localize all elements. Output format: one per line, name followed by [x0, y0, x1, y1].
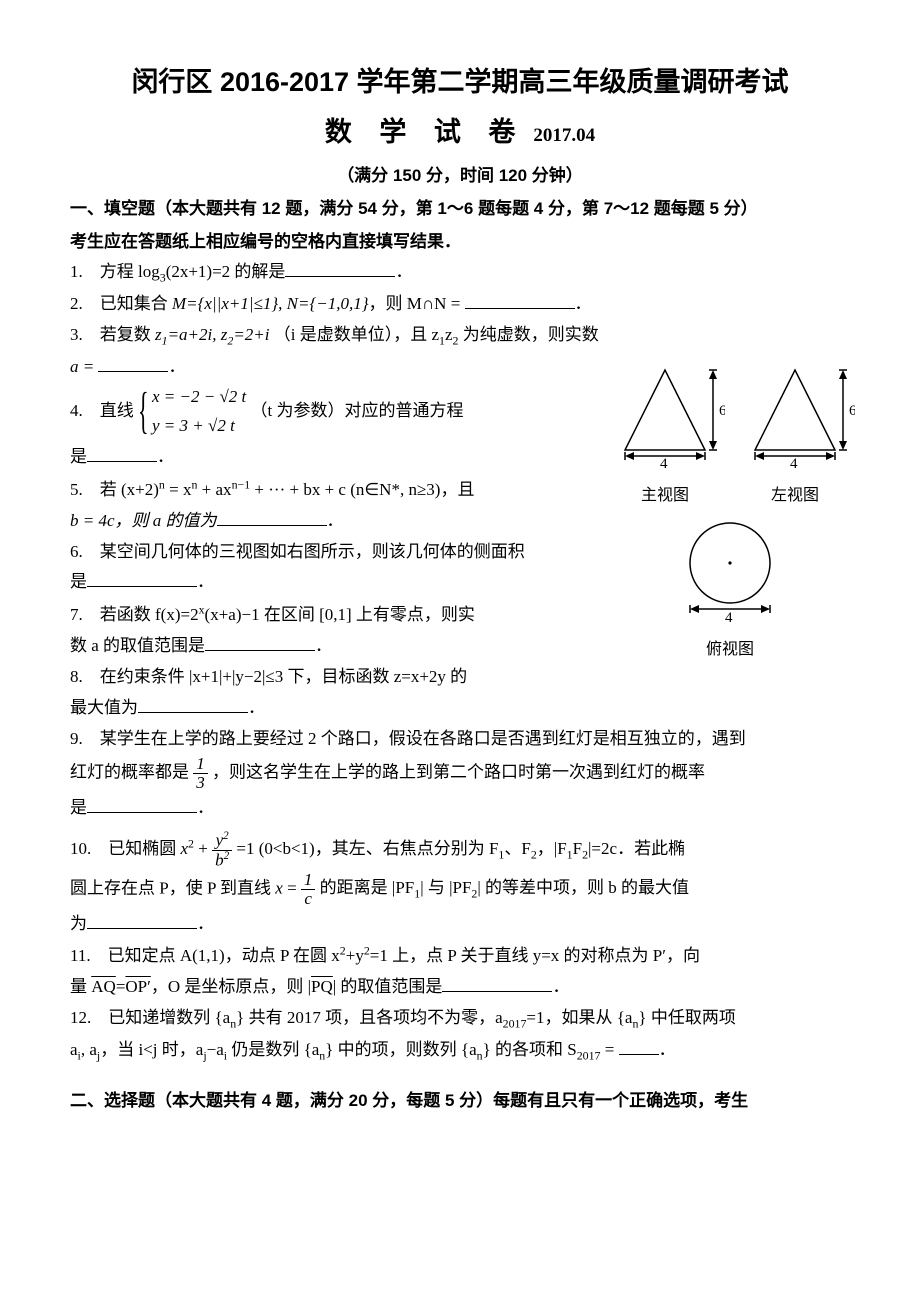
blank — [138, 695, 248, 713]
content-area: 4 6 主视图 4 — [70, 258, 850, 1065]
side-view-label: 左视图 — [735, 482, 855, 509]
q5-cont: b = 4c，则 a 的值为． — [70, 507, 560, 536]
section-1-header-a: 一、填空题（本大题共有 12 题，满分 54 分，第 1～6 题每题 4 分，第… — [70, 195, 850, 224]
q10-cont: 为． — [70, 910, 850, 939]
q5: 5. 若 (x+2)n = xn + axn−1 + ··· + bx + c … — [70, 474, 560, 505]
blank — [87, 444, 157, 462]
section-1-header-b: 考生应在答题纸上相应编号的空格内直接填写结果． — [70, 228, 850, 257]
q4-cont: 是． — [70, 443, 850, 472]
blank — [217, 508, 327, 526]
blank — [98, 354, 168, 372]
q12-cont: ai, aj，当 i<j 时，aj−ai 仍是数列 {an} 中的项，则数列 {… — [70, 1036, 850, 1066]
blank — [619, 1037, 659, 1055]
exam-meta: （满分 150 分，时间 120 分钟） — [70, 162, 850, 191]
top-view-label: 俯视图 — [675, 636, 785, 663]
front-view-label: 主视图 — [605, 482, 725, 509]
q8-cont: 最大值为． — [70, 694, 850, 723]
exam-title: 闵行区 2016-2017 学年第二学期高三年级质量调研考试 — [70, 60, 850, 106]
exam-date: 2017.04 — [533, 125, 595, 146]
q1: 1. 方程 log3(2x+1)=2 的解是． — [70, 258, 850, 288]
q7-cont: 数 a 的取值范围是． — [70, 632, 560, 661]
blank — [87, 795, 197, 813]
blank — [442, 974, 552, 992]
q11: 11. 已知定点 A(1,1)，动点 P 在圆 x2+y2=1 上，点 P 关于… — [70, 941, 850, 972]
q6-cont: 是． — [70, 568, 850, 597]
q2: 2. 已知集合 M={x||x+1|≤1}, N={−1,0,1}，则 M∩N … — [70, 290, 850, 319]
q12: 12. 已知递增数列 {an} 共有 2017 项，且各项均不为零，a2017=… — [70, 1004, 850, 1034]
blank — [87, 911, 197, 929]
blank — [87, 569, 197, 587]
subject-text: 数 学 试 卷 — [325, 117, 526, 147]
q3: 3. 若复数 z1=a+2i, z2=2+i （i 是虚数单位），且 z1z2 … — [70, 321, 850, 351]
q4: 4. 直线 x = −2 − √2 t y = 3 + √2 t （t 为参数）… — [70, 383, 560, 441]
q3-cont: a = ． — [70, 353, 850, 382]
q9-b: 红灯的概率都是 13 ，则这名学生在上学的路上到第二个路口时第一次遇到红灯的概率 — [70, 755, 850, 792]
side-height-label: 6 — [849, 403, 855, 419]
front-height-label: 6 — [719, 403, 725, 419]
q10-b: 圆上存在点 P，使 P 到直线 x = 1c 的距离是 |PF1| 与 |PF2… — [70, 871, 850, 908]
q7: 7. 若函数 f(x)=2x(x+a)−1 在区间 [0,1] 上有零点，则实 — [70, 599, 560, 630]
q9-cont: 是． — [70, 794, 850, 823]
q10: 10. 已知椭圆 x2 + y2b2 =1 (0<b<1)，其左、右焦点分别为 … — [70, 831, 850, 869]
blank — [285, 259, 395, 277]
subject-line: 数 学 试 卷 2017.04 — [70, 110, 850, 156]
three-view-figure: 4 6 主视图 4 — [600, 360, 860, 663]
q11-cont: 量 AQ=OP′，O 是坐标原点，则 |PQ| 的取值范围是． — [70, 973, 850, 1002]
top-width-label: 4 — [725, 610, 733, 625]
blank — [465, 291, 575, 309]
q9: 9. 某学生在上学的路上要经过 2 个路口，假设在各路口是否遇到红灯是相互独立的… — [70, 725, 850, 754]
q8: 8. 在约束条件 |x+1|+|y−2|≤3 下，目标函数 z=x+2y 的 — [70, 663, 560, 692]
blank — [205, 633, 315, 651]
q6: 6. 某空间几何体的三视图如右图所示，则该几何体的侧面积 — [70, 538, 560, 567]
section-2-header: 二、选择题（本大题共有 4 题，满分 20 分，每题 5 分）每题有且只有一个正… — [70, 1087, 850, 1116]
